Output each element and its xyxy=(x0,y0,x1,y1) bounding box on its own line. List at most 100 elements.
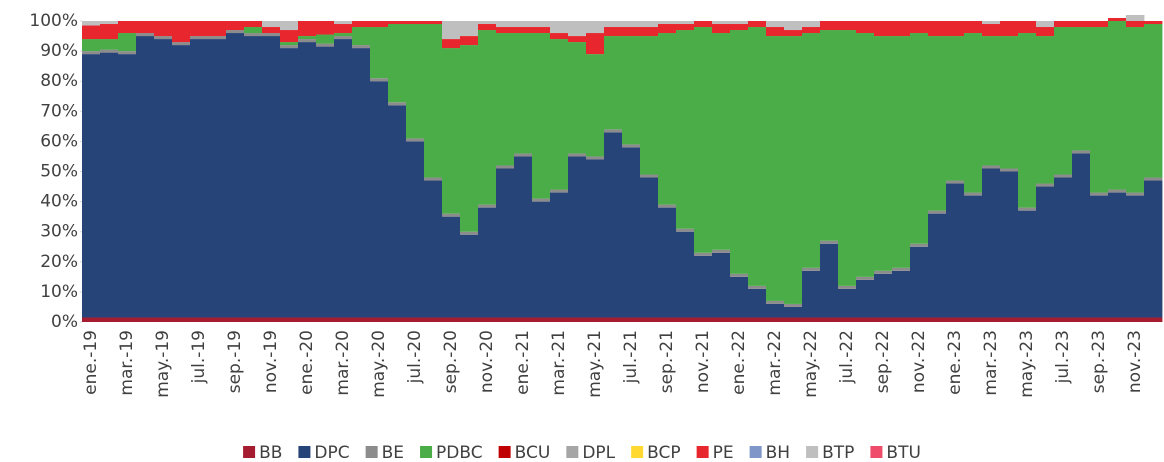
bar-segment xyxy=(874,273,893,318)
bar-segment xyxy=(712,317,731,322)
bar-segment xyxy=(1144,21,1163,25)
bar-segment xyxy=(514,21,533,28)
bar-segment xyxy=(82,51,101,55)
bar-segment xyxy=(1000,317,1019,322)
bar-segment xyxy=(352,27,371,46)
bar-segment xyxy=(712,252,731,318)
bar-segment xyxy=(496,21,515,28)
bar-segment xyxy=(982,317,1001,322)
bar-segment xyxy=(154,39,173,318)
bar-segment xyxy=(568,156,587,318)
bar-segment xyxy=(964,192,983,196)
bar-segment xyxy=(280,48,299,318)
bar-segment xyxy=(766,27,785,37)
x-tick-label: nov.-20 xyxy=(477,330,497,393)
bar-segment xyxy=(1126,317,1145,322)
bar-segment xyxy=(640,317,659,322)
bar-segment xyxy=(280,42,299,46)
bar-segment xyxy=(514,317,533,322)
bar-segment xyxy=(208,21,227,37)
bar-segment xyxy=(586,21,605,34)
bar-segment xyxy=(478,21,497,25)
bar-segment xyxy=(1054,174,1073,178)
bar-segment xyxy=(622,144,641,148)
bar-segment xyxy=(298,39,317,43)
bar-segment xyxy=(946,317,965,322)
bar-segment xyxy=(694,27,713,253)
bar-segment xyxy=(802,317,821,322)
y-tick-label: 40% xyxy=(40,192,78,212)
x-tick-label: nov.-21 xyxy=(693,330,713,393)
x-tick-label: nov.-23 xyxy=(1125,330,1145,393)
bar-segment xyxy=(154,317,173,322)
bar-segment xyxy=(676,231,695,318)
bar-segment xyxy=(784,30,803,37)
bar-segment xyxy=(910,246,929,318)
bar-segment xyxy=(226,317,245,322)
bar-segment xyxy=(766,317,785,322)
bar-segment xyxy=(82,317,101,322)
bar-segment xyxy=(226,30,245,34)
bar-segment xyxy=(82,25,101,40)
bar-segment xyxy=(694,252,713,256)
bar-segment xyxy=(982,36,1001,166)
x-tick-label: sep.-22 xyxy=(873,330,893,393)
bar-segment xyxy=(676,317,695,322)
bar-segment xyxy=(532,33,551,199)
legend-swatch xyxy=(749,446,762,458)
bar-segment xyxy=(892,267,911,271)
y-tick-label: 0% xyxy=(51,312,78,332)
y-tick-label: 80% xyxy=(40,71,78,91)
bar-segment xyxy=(460,45,479,232)
bar-segment xyxy=(226,21,245,31)
bar-segment xyxy=(640,21,659,28)
bar-segment xyxy=(550,39,569,190)
bar-segment xyxy=(658,24,677,34)
bar-segment xyxy=(748,27,767,286)
bar-segment xyxy=(406,317,425,322)
bar-segment xyxy=(100,24,119,40)
bar-segment xyxy=(874,36,893,271)
bar-segment xyxy=(496,168,515,318)
bar-segment xyxy=(640,36,659,175)
bar-segment xyxy=(514,153,533,157)
bar-segment xyxy=(982,165,1001,169)
bar-segment xyxy=(1018,210,1037,318)
bar-segment xyxy=(784,306,803,318)
bar-segment xyxy=(100,21,119,25)
bar-segment xyxy=(1090,21,1109,28)
bar-segment xyxy=(280,45,299,49)
bar-segment xyxy=(334,39,353,318)
bar-segment xyxy=(730,24,749,31)
bar-segment xyxy=(280,317,299,322)
legend-swatch xyxy=(631,446,644,458)
bar-segment xyxy=(550,192,569,318)
bar-segment xyxy=(586,54,605,157)
bar-segment xyxy=(640,177,659,318)
bar-segment xyxy=(388,105,407,318)
legend-label: BCU xyxy=(515,443,551,462)
bar-segment xyxy=(910,243,929,247)
bar-segment xyxy=(370,78,389,82)
bar-segment xyxy=(334,24,353,34)
bar-segment xyxy=(262,27,281,34)
bar-segment xyxy=(802,267,821,271)
x-tick-label: ene.-19 xyxy=(81,330,101,395)
bar-segment xyxy=(658,317,677,322)
bar-segment xyxy=(838,285,857,289)
bar-segment xyxy=(118,54,137,318)
legend-label: BE xyxy=(382,443,404,462)
bar-segment xyxy=(460,234,479,318)
x-tick-label: may.-19 xyxy=(153,330,173,398)
legend-swatch xyxy=(566,446,579,458)
x-tick-label: sep.-23 xyxy=(1089,330,1109,393)
bar-segment xyxy=(676,30,695,229)
legend-swatch xyxy=(365,446,378,458)
bar-segment xyxy=(838,317,857,322)
y-tick-label: 50% xyxy=(40,162,78,182)
bar-segment xyxy=(172,45,191,318)
bar-segment xyxy=(676,24,695,31)
bar-segment xyxy=(856,279,875,318)
bar-segment xyxy=(766,21,785,28)
